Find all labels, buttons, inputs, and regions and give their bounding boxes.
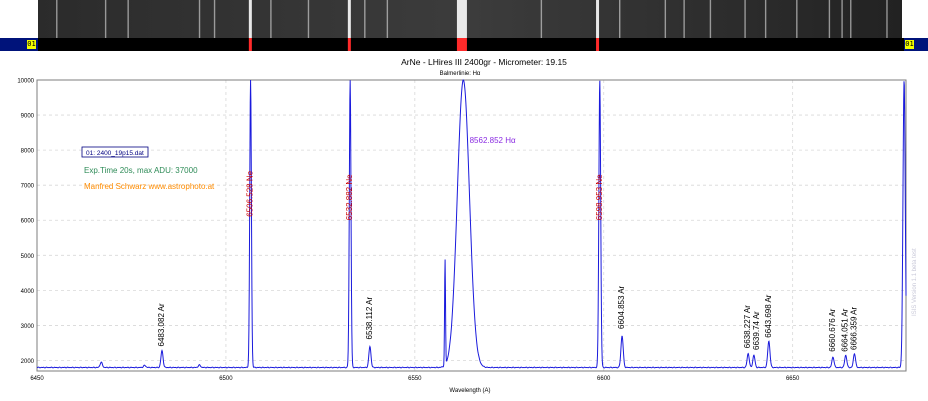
legend-author: Manfred Schwarz www.astrophoto.at bbox=[84, 182, 215, 191]
spectrum-chart: ArNe - LHires III 2400gr - Micrometer: 1… bbox=[0, 51, 928, 401]
colorbar-marker bbox=[347, 38, 351, 51]
y-tick-label: 10000 bbox=[17, 79, 34, 85]
strip-emission-line bbox=[104, 0, 107, 38]
strip-emission-line bbox=[56, 0, 58, 38]
strip-emission-line bbox=[796, 0, 798, 38]
peak-label: 6538.112 Ar bbox=[365, 297, 374, 340]
x-tick-label: 6650 bbox=[786, 376, 800, 382]
chart-title: ArNe - LHires III 2400gr - Micrometer: 1… bbox=[401, 57, 567, 67]
chart-subtitle: Balmerlinie: Hα bbox=[440, 71, 481, 77]
peak-label-h-alpha: 8562.852 Hα bbox=[470, 136, 516, 145]
x-tick-label: 6500 bbox=[219, 376, 233, 382]
x-tick-label: 6600 bbox=[597, 376, 611, 382]
strip-emission-line bbox=[886, 0, 888, 38]
y-tick-label: 9000 bbox=[21, 114, 35, 120]
side-note: ISIS Version 1.1 beta test bbox=[912, 248, 918, 316]
strip-emission-line bbox=[596, 0, 600, 38]
strip-emission-line bbox=[198, 0, 201, 38]
strip-emission-line bbox=[127, 0, 129, 38]
x-tick-label: 6550 bbox=[408, 376, 422, 382]
strip-emission-line bbox=[456, 0, 467, 38]
strip-emission-line bbox=[270, 0, 272, 38]
y-tick-label: 8000 bbox=[21, 149, 35, 155]
strip-emission-line bbox=[709, 0, 712, 38]
peak-label: 6664.051 Ar bbox=[841, 308, 850, 351]
legend-exposure: Exp.Time 20s, max ADU: 37000 bbox=[84, 166, 198, 175]
peak-label: 6483.082 Ar bbox=[157, 303, 166, 346]
colorbar-marker bbox=[456, 38, 467, 51]
strip-emission-line bbox=[744, 0, 746, 38]
peak-label: 6604.853 Ar bbox=[617, 285, 626, 328]
colorbar-svg bbox=[248, 38, 600, 51]
peak-label: 6666.359 Ar bbox=[849, 306, 858, 349]
x-tick-label: 6450 bbox=[30, 376, 44, 382]
strip-emission-line bbox=[540, 0, 543, 38]
colorbar-marker bbox=[596, 38, 600, 51]
strip-emission-line bbox=[386, 0, 389, 38]
colorbar-left-cap: 01 bbox=[0, 38, 38, 51]
peak-label: 6598.953 Ne bbox=[595, 174, 604, 220]
strip-background bbox=[38, 0, 902, 38]
peak-label: 6506.528 Ne bbox=[246, 170, 255, 216]
colorbar-right-tag: 01 bbox=[905, 40, 914, 49]
strip-emission-line bbox=[364, 0, 366, 38]
peak-label: 6660.676 Ar bbox=[828, 308, 837, 351]
legend-file: 01: 2400_19p15.dat bbox=[86, 150, 144, 157]
plot-frame bbox=[36, 79, 907, 372]
spectrum-strip-svg bbox=[38, 0, 902, 38]
peak-label: 6639.74 Ar bbox=[752, 311, 761, 350]
strip-emission-line bbox=[841, 0, 843, 38]
strip-emission-line bbox=[683, 0, 685, 38]
y-tick-label: 6000 bbox=[21, 219, 35, 225]
y-tick-label: 4000 bbox=[21, 289, 35, 295]
colorbar-marker bbox=[248, 38, 252, 51]
colorbar-left-tag: 01 bbox=[27, 40, 36, 49]
y-tick-label: 2000 bbox=[21, 359, 35, 365]
y-tick-label: 3000 bbox=[21, 324, 35, 330]
legend-file-box bbox=[81, 146, 149, 158]
x-axis-label: Wavelength (A) bbox=[449, 388, 490, 394]
strip-emission-line bbox=[664, 0, 667, 38]
strip-emission-line bbox=[307, 0, 310, 38]
strip-emission-line bbox=[248, 0, 252, 38]
strip-emission-line bbox=[619, 0, 621, 38]
strip-emission-line bbox=[213, 0, 216, 38]
chart-svg: ArNe - LHires III 2400gr - Micrometer: 1… bbox=[17, 57, 918, 394]
peak-label: 6643.698 Ar bbox=[764, 294, 773, 337]
y-tick-label: 7000 bbox=[21, 184, 35, 190]
y-tick-label: 5000 bbox=[21, 254, 35, 260]
peak-label: 6532.882 Ne bbox=[345, 174, 354, 220]
spectrum-series-line bbox=[36, 79, 907, 369]
spectrum-strip-image bbox=[0, 0, 928, 38]
colorbar-right-cap: 01 bbox=[904, 38, 928, 51]
peak-label: 6638.227 Ar bbox=[743, 305, 752, 348]
strip-emission-line bbox=[850, 0, 852, 38]
colorbar: 01 01 bbox=[0, 38, 928, 51]
strip-emission-line bbox=[828, 0, 831, 38]
strip-emission-line bbox=[764, 0, 767, 38]
strip-emission-line bbox=[347, 0, 351, 38]
